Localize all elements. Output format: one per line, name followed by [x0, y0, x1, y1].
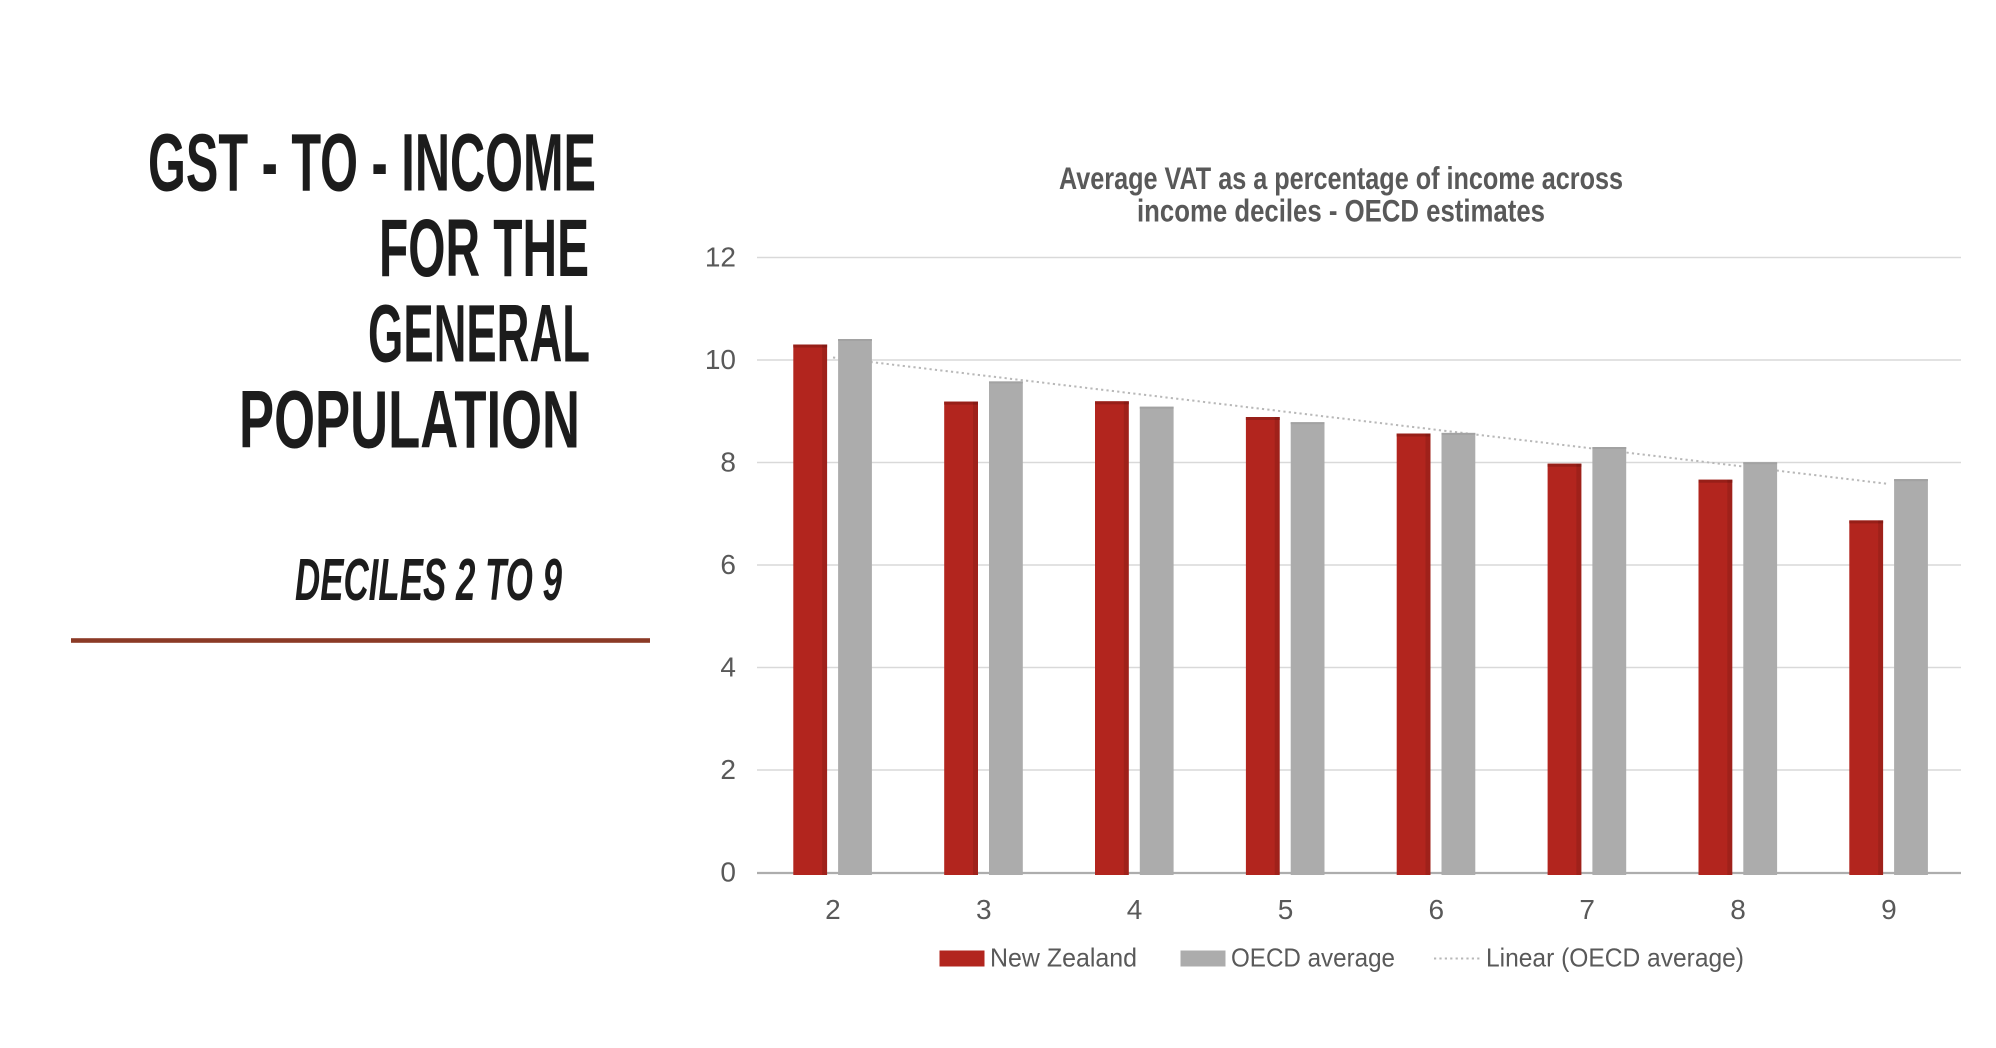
svg-text:5: 5: [1278, 894, 1294, 925]
svg-text:6: 6: [720, 549, 736, 580]
svg-text:6: 6: [1429, 894, 1445, 925]
svg-text:income deciles - OECD estimate: income deciles - OECD estimates: [1137, 193, 1545, 229]
svg-text:GST - TO - INCOME: GST - TO - INCOME: [148, 118, 596, 209]
svg-text:Linear (OECD average): Linear (OECD average): [1486, 943, 1744, 973]
svg-text:OECD average: OECD average: [1231, 943, 1395, 973]
svg-text:10: 10: [705, 344, 736, 375]
svg-text:DECILES 2 TO 9: DECILES 2 TO 9: [295, 547, 562, 613]
svg-text:FOR THE: FOR THE: [379, 203, 589, 294]
svg-text:2: 2: [720, 754, 736, 785]
svg-text:New Zealand: New Zealand: [990, 943, 1137, 973]
svg-text:3: 3: [976, 894, 992, 925]
svg-text:4: 4: [720, 651, 736, 682]
svg-text:9: 9: [1881, 894, 1897, 925]
svg-text:POPULATION: POPULATION: [239, 375, 580, 466]
svg-text:12: 12: [705, 241, 736, 272]
svg-text:8: 8: [720, 446, 736, 477]
svg-text:7: 7: [1579, 894, 1595, 925]
svg-text:8: 8: [1730, 894, 1746, 925]
svg-text:0: 0: [720, 856, 736, 887]
svg-text:4: 4: [1127, 894, 1143, 925]
svg-text:GENERAL: GENERAL: [368, 289, 590, 380]
svg-text:Average VAT as a percentage of: Average VAT as a percentage of income ac…: [1059, 160, 1623, 196]
svg-text:2: 2: [825, 894, 841, 925]
